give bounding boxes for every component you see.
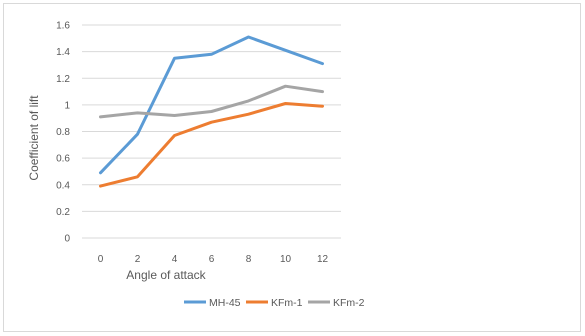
legend: MH-45 KFm-1 KFm-2: [184, 297, 365, 309]
series-line-kfm-1: [99, 102, 324, 188]
y-tick-label: 0.4: [56, 180, 70, 191]
y-axis-ticks: 0 0.2 0.4 0.6 0.8 1 1.2 1.4 1.6: [56, 21, 70, 245]
gridlines: [82, 24, 341, 212]
x-axis-title: Angle of attack: [126, 268, 206, 282]
x-tick-label: 8: [246, 254, 252, 265]
x-tick-label: 4: [172, 254, 178, 265]
x-tick-label: 10: [280, 254, 292, 265]
x-tick-label: 6: [209, 254, 215, 265]
chart-container: 0 0.2 0.4 0.6 0.8 1 1.2 1.4 1.6 0 2 4 6 8 10 12 Angle …: [3, 3, 581, 332]
y-tick-label: 1: [64, 100, 70, 111]
y-tick-label: 0.2: [56, 207, 70, 218]
x-tick-label: 0: [98, 254, 104, 265]
legend-label: KFm-1: [271, 297, 303, 309]
y-tick-label: 0.8: [56, 127, 70, 138]
y-tick-label: 0: [64, 234, 70, 245]
y-tick-label: 1.6: [56, 21, 70, 32]
y-tick-label: 1.4: [56, 47, 70, 58]
x-axis-ticks: 0 2 4 6 8 10 12: [98, 254, 329, 265]
series-lines: [99, 35, 324, 188]
y-tick-label: 0.6: [56, 154, 70, 165]
series-line-mh-45: [99, 35, 324, 175]
x-tick-label: 2: [135, 254, 141, 265]
line-chart: 0 0.2 0.4 0.6 0.8 1 1.2 1.4 1.6 0 2 4 6 8 10 12 Angle …: [27, 21, 365, 310]
legend-label: MH-45: [209, 297, 241, 309]
y-tick-label: 1.2: [56, 74, 70, 85]
series-line-kfm-2: [99, 84, 324, 119]
y-axis-title: Coefficient of lift: [27, 95, 41, 181]
legend-label: KFm-2: [333, 297, 365, 309]
x-tick-label: 12: [317, 254, 329, 265]
